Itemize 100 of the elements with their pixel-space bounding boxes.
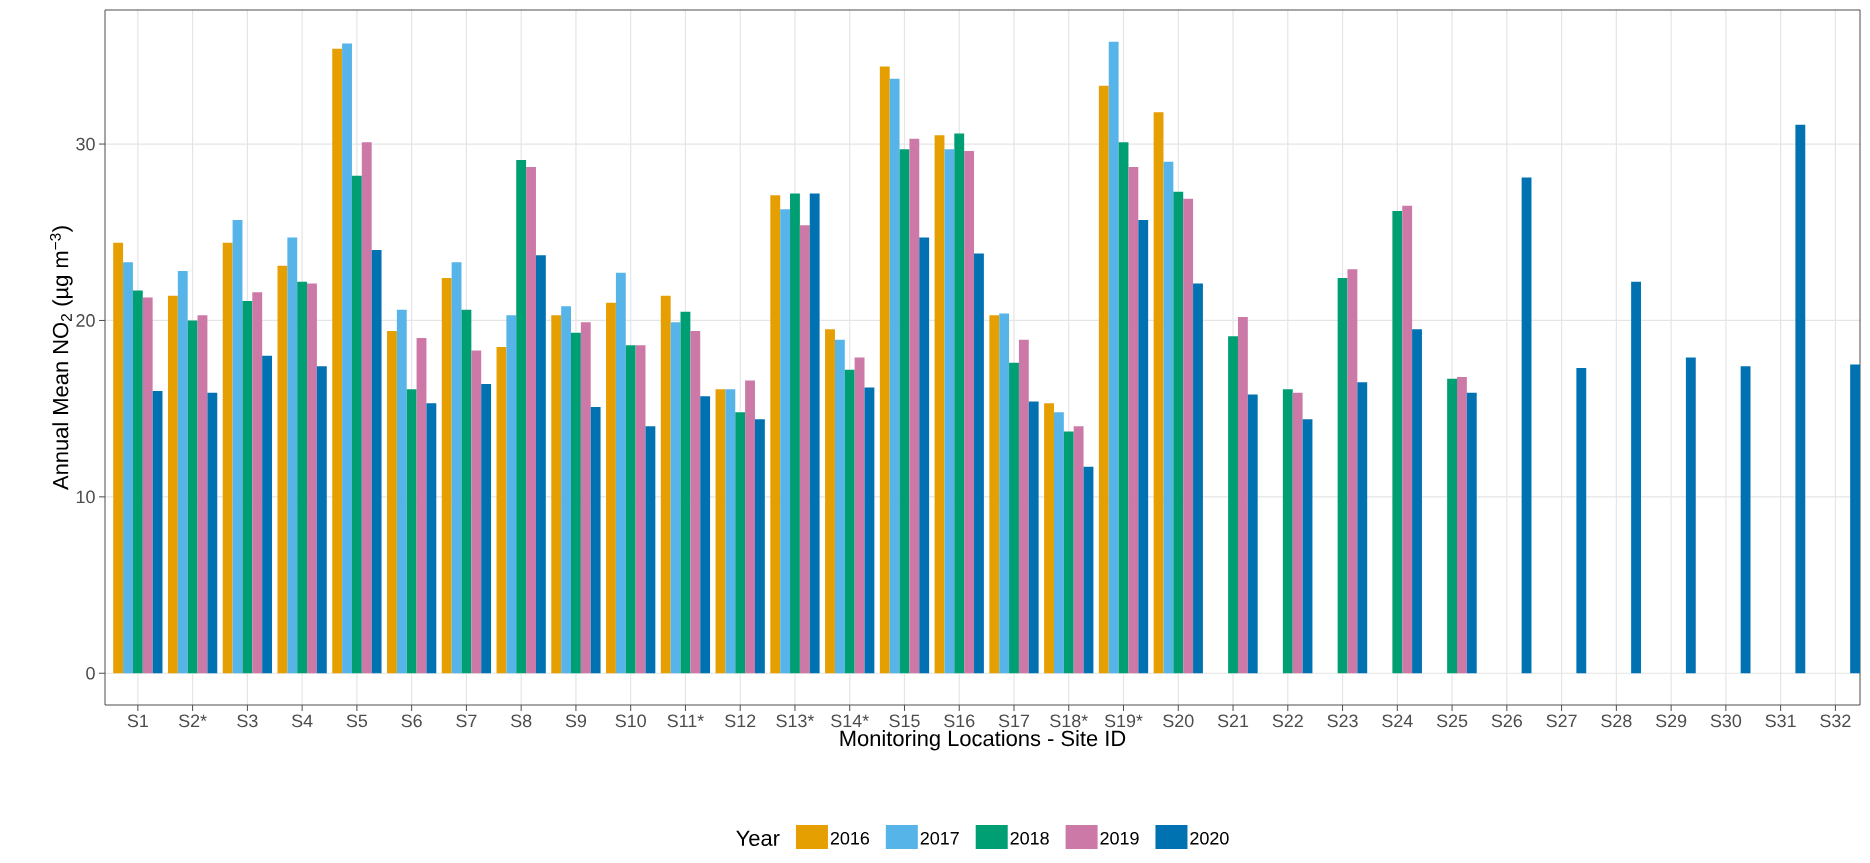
bar bbox=[1302, 419, 1313, 674]
x-tick-label: S4 bbox=[291, 714, 313, 728]
x-tick-label: S9 bbox=[565, 714, 587, 728]
bar bbox=[441, 278, 452, 674]
bar bbox=[1576, 368, 1587, 674]
bar bbox=[571, 332, 581, 674]
bar bbox=[690, 331, 701, 674]
x-tick-label: S25 bbox=[1436, 714, 1468, 728]
x-tick-label: S24 bbox=[1382, 714, 1413, 728]
bar bbox=[506, 315, 517, 674]
bar bbox=[207, 392, 218, 674]
bar bbox=[1063, 431, 1074, 674]
bar bbox=[1282, 389, 1293, 674]
bar bbox=[242, 301, 253, 674]
bar bbox=[580, 322, 591, 674]
x-tick-label: S30 bbox=[1710, 714, 1742, 728]
bar bbox=[187, 320, 198, 674]
bar bbox=[1098, 85, 1109, 674]
x-tick-label: S23 bbox=[1327, 714, 1358, 728]
bar bbox=[1850, 364, 1861, 674]
bar bbox=[864, 387, 875, 674]
bar bbox=[1631, 281, 1641, 674]
bar bbox=[1795, 124, 1806, 674]
bar bbox=[1083, 466, 1094, 674]
bar bbox=[809, 193, 820, 674]
bar bbox=[1740, 366, 1751, 674]
bar bbox=[854, 357, 865, 674]
x-tick-label: S3 bbox=[237, 714, 258, 728]
x-tick-label: S15 bbox=[889, 714, 920, 728]
bar bbox=[790, 193, 800, 674]
y-axis-title: Annual Mean NO$_{2}$ (µg m$^{−3}$) bbox=[49, 226, 73, 490]
bar bbox=[606, 302, 616, 674]
bar bbox=[1173, 191, 1184, 674]
bar bbox=[670, 322, 681, 674]
bar bbox=[177, 271, 188, 674]
bar bbox=[416, 338, 427, 674]
bar bbox=[222, 242, 233, 674]
bar bbox=[1028, 401, 1039, 674]
bar bbox=[516, 159, 527, 674]
bar bbox=[1228, 336, 1238, 674]
bar bbox=[471, 350, 482, 674]
bar bbox=[332, 48, 343, 674]
bar bbox=[989, 315, 1000, 674]
bar bbox=[1073, 426, 1084, 674]
legend-label: 2016 bbox=[830, 831, 870, 845]
bar bbox=[1108, 41, 1119, 674]
x-tick-label: S5 bbox=[346, 714, 368, 728]
bar bbox=[535, 255, 546, 674]
x-tick-label: S10 bbox=[615, 714, 646, 728]
bar bbox=[954, 133, 965, 674]
bar bbox=[152, 391, 163, 674]
bar bbox=[735, 412, 746, 674]
bar bbox=[919, 237, 930, 674]
bar bbox=[123, 262, 133, 674]
x-tick-label: S7 bbox=[456, 714, 477, 728]
y-tick-label: 0 bbox=[86, 666, 95, 680]
legend-title: Year bbox=[736, 830, 780, 846]
x-tick-label: S17 bbox=[998, 714, 1030, 728]
bar bbox=[1118, 142, 1129, 674]
bar bbox=[316, 366, 327, 674]
bar bbox=[1402, 205, 1413, 674]
bar bbox=[1237, 316, 1248, 674]
bar bbox=[297, 281, 308, 674]
bar bbox=[1247, 394, 1258, 674]
bar bbox=[645, 426, 656, 674]
bar bbox=[974, 253, 984, 674]
bar bbox=[625, 345, 636, 674]
x-tick-label: S21 bbox=[1217, 714, 1249, 728]
bar bbox=[1685, 357, 1696, 674]
x-tick-label: S6 bbox=[401, 714, 422, 728]
bar bbox=[1357, 382, 1368, 674]
bar bbox=[1163, 161, 1174, 674]
bar bbox=[197, 315, 208, 674]
bar bbox=[834, 339, 845, 674]
bar bbox=[1412, 329, 1422, 674]
bar bbox=[660, 295, 671, 674]
bar bbox=[496, 346, 507, 674]
bar bbox=[361, 142, 372, 674]
bar bbox=[461, 309, 472, 674]
bar bbox=[167, 295, 178, 674]
x-tick-label: S14* bbox=[831, 714, 869, 728]
bar bbox=[700, 396, 711, 674]
x-tick-label: S1 bbox=[127, 714, 148, 728]
bar bbox=[387, 331, 397, 674]
bar bbox=[426, 403, 437, 674]
bar bbox=[715, 389, 726, 674]
x-tick-label: S19* bbox=[1104, 714, 1143, 728]
x-tick-label: S28 bbox=[1601, 714, 1632, 728]
bar bbox=[142, 297, 153, 674]
bar bbox=[590, 406, 601, 674]
x-tick-label: S2* bbox=[178, 714, 207, 728]
x-tick-label: S29 bbox=[1655, 714, 1687, 728]
bar bbox=[561, 306, 571, 674]
bar bbox=[262, 355, 273, 674]
bar bbox=[342, 43, 352, 674]
x-tick-label: S18* bbox=[1050, 714, 1088, 728]
bar bbox=[1009, 362, 1019, 674]
x-tick-label: S11* bbox=[667, 714, 704, 728]
legend-label: 2019 bbox=[1100, 831, 1139, 845]
bar bbox=[899, 149, 910, 674]
